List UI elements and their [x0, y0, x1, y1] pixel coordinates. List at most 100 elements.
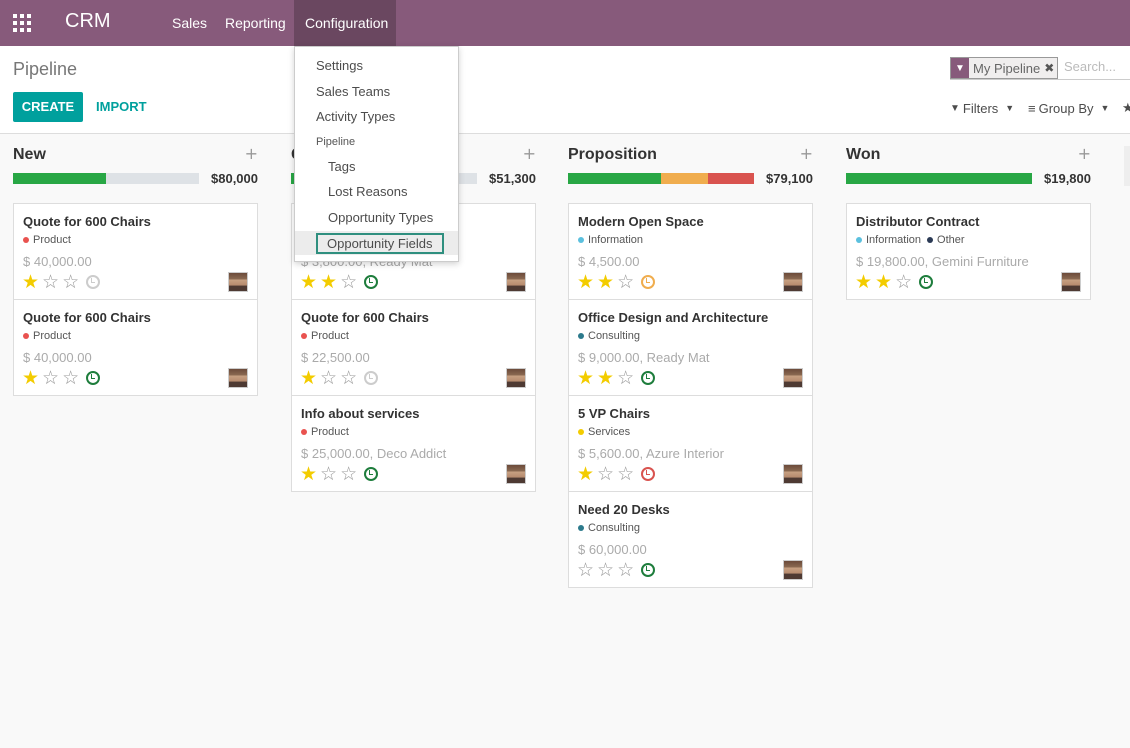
import-button[interactable]: IMPORT	[96, 99, 147, 114]
column-progress-bar[interactable]	[846, 173, 1032, 184]
facet-remove-icon[interactable]: ✖	[1044, 61, 1055, 75]
create-button[interactable]: CREATE	[13, 92, 83, 122]
progress-segment[interactable]	[707, 173, 754, 184]
kanban-card[interactable]: Office Design and Architecture Consulting…	[568, 299, 813, 396]
dropdown-section-pipeline: Pipeline	[316, 136, 356, 148]
priority-star-icon[interactable]: ☆	[62, 367, 80, 389]
filters-label: Filters	[962, 100, 999, 116]
kanban-card[interactable]: Need 20 Desks Consulting $ 60,000.00 ☆ ☆ ☆	[568, 491, 813, 588]
priority-star-icon[interactable]: ★	[300, 367, 318, 389]
priority-star-icon[interactable]: ★	[597, 271, 615, 293]
search-input[interactable]	[1064, 59, 1130, 74]
quick-create-icon[interactable]: +	[799, 144, 813, 163]
priority-star-icon[interactable]: ☆	[320, 463, 338, 485]
favorites-button[interactable]: ★	[1122, 98, 1130, 118]
tag-label: Product	[33, 330, 71, 342]
card-tags: Product	[301, 330, 349, 342]
avatar	[1061, 272, 1081, 292]
dropdown-item-lost-reasons[interactable]: Lost Reasons	[328, 184, 408, 199]
priority-star-icon[interactable]: ★	[577, 367, 595, 389]
column-progress-bar[interactable]	[568, 173, 754, 184]
progress-segment[interactable]	[661, 173, 708, 184]
groupby-button[interactable]: ≡ Group By ▼	[1028, 98, 1109, 118]
activity-clock-icon[interactable]	[641, 275, 656, 289]
column-title[interactable]: New	[13, 146, 46, 163]
groupby-label: Group By	[1038, 100, 1094, 116]
priority-star-icon[interactable]: ☆	[617, 559, 635, 581]
activity-clock-icon[interactable]	[641, 371, 656, 385]
app-brand[interactable]: CRM	[65, 10, 111, 32]
priority-star-icon[interactable]: ☆	[617, 271, 635, 293]
progress-segment[interactable]	[568, 173, 661, 184]
card-title: Office Design and Architecture	[578, 310, 769, 325]
priority-star-icon[interactable]: ☆	[597, 559, 615, 581]
card-revenue: $ 60,000.00	[578, 542, 647, 557]
kanban-column: Won + $19,800 Distributor Contract Informati…	[846, 134, 1091, 300]
apps-menu-icon[interactable]	[13, 14, 31, 32]
kanban-card[interactable]: Quote for 600 Chairs Product $ 22,500.00 ★ ☆…	[291, 299, 536, 396]
dropdown-item-tags[interactable]: Tags	[328, 159, 356, 174]
priority-star-icon[interactable]: ☆	[617, 367, 635, 389]
avatar	[228, 368, 248, 388]
activity-clock-icon[interactable]	[364, 371, 379, 385]
kanban-card[interactable]: Info about services Product $ 25,000.00, D…	[291, 395, 536, 492]
card-revenue: $ 19,800.00, Gemini Furniture	[856, 254, 1029, 269]
tag-label: Services	[588, 426, 631, 438]
priority-star-icon[interactable]: ★	[855, 271, 873, 293]
column-total: $19,800	[1044, 171, 1091, 186]
dropdown-item-opportunity-types[interactable]: Opportunity Types	[328, 210, 434, 225]
activity-clock-icon[interactable]	[364, 467, 379, 481]
dropdown-item-sales-teams[interactable]: Sales Teams	[316, 84, 391, 99]
priority-star-icon[interactable]: ☆	[42, 271, 60, 293]
activity-clock-icon[interactable]	[86, 275, 101, 289]
quick-create-icon[interactable]: +	[522, 144, 536, 163]
activity-clock-icon[interactable]	[919, 275, 934, 289]
priority-star-icon[interactable]: ★	[300, 271, 318, 293]
activity-clock-icon[interactable]	[641, 563, 656, 577]
priority-star-icon[interactable]: ☆	[597, 463, 615, 485]
priority-star-icon[interactable]: ★	[577, 271, 595, 293]
column-title[interactable]: Won	[846, 146, 881, 163]
menu-configuration[interactable]: Configuration	[294, 0, 396, 46]
breadcrumb: Pipeline	[13, 59, 78, 79]
menu-reporting[interactable]: Reporting	[225, 15, 286, 31]
priority-star-icon[interactable]: ☆	[617, 463, 635, 485]
priority-star-icon[interactable]: ★	[320, 271, 338, 293]
priority-star-icon[interactable]: ★	[22, 367, 40, 389]
priority-star-icon[interactable]: ☆	[340, 463, 358, 485]
priority-star-icon[interactable]: ★	[577, 463, 595, 485]
activity-clock-icon[interactable]	[86, 371, 101, 385]
kanban-card[interactable]: 5 VP Chairs Services $ 5,600.00, Azure Int…	[568, 395, 813, 492]
priority-star-icon[interactable]: ☆	[577, 559, 595, 581]
priority-star-icon[interactable]: ★	[875, 271, 893, 293]
priority-star-icon[interactable]: ☆	[340, 271, 358, 293]
quick-create-icon[interactable]: +	[1077, 144, 1091, 163]
progress-segment[interactable]	[13, 173, 106, 184]
card-title: Info about services	[301, 406, 420, 421]
dropdown-item-settings[interactable]: Settings	[316, 58, 363, 73]
kanban-card[interactable]: Quote for 600 Chairs Product $ 40,000.00 ★ ☆…	[13, 203, 258, 300]
dropdown-item-opportunity-fields[interactable]: Opportunity Fields	[295, 231, 458, 255]
quick-create-icon[interactable]: +	[244, 144, 258, 163]
kanban-card[interactable]: Distributor Contract Information Other $ 19…	[846, 203, 1091, 300]
priority-star-icon[interactable]: ☆	[895, 271, 913, 293]
filters-button[interactable]: ▼ Filters ▼	[950, 98, 1014, 118]
search-bar[interactable]: ▼ My Pipeline ✖	[950, 56, 1130, 80]
priority-star-icon[interactable]: ☆	[62, 271, 80, 293]
kanban-card[interactable]: Quote for 600 Chairs Product $ 40,000.00 ★ ☆…	[13, 299, 258, 396]
kanban-card[interactable]: Modern Open Space Information $ 4,500.00 ★ ★…	[568, 203, 813, 300]
priority-star-icon[interactable]: ☆	[320, 367, 338, 389]
column-progress-bar[interactable]	[13, 173, 199, 184]
menu-sales[interactable]: Sales	[172, 15, 208, 31]
priority-star-icon[interactable]: ★	[22, 271, 40, 293]
priority-star-icon[interactable]: ☆	[340, 367, 358, 389]
activity-clock-icon[interactable]	[364, 275, 379, 289]
priority-star-icon[interactable]: ★	[597, 367, 615, 389]
progress-segment[interactable]	[846, 173, 1032, 184]
column-header: New + $80,000	[13, 134, 258, 204]
activity-clock-icon[interactable]	[641, 467, 656, 481]
priority-star-icon[interactable]: ★	[300, 463, 318, 485]
dropdown-item-activity-types[interactable]: Activity Types	[316, 109, 396, 124]
priority-star-icon[interactable]: ☆	[42, 367, 60, 389]
column-title[interactable]: Proposition	[568, 146, 657, 163]
